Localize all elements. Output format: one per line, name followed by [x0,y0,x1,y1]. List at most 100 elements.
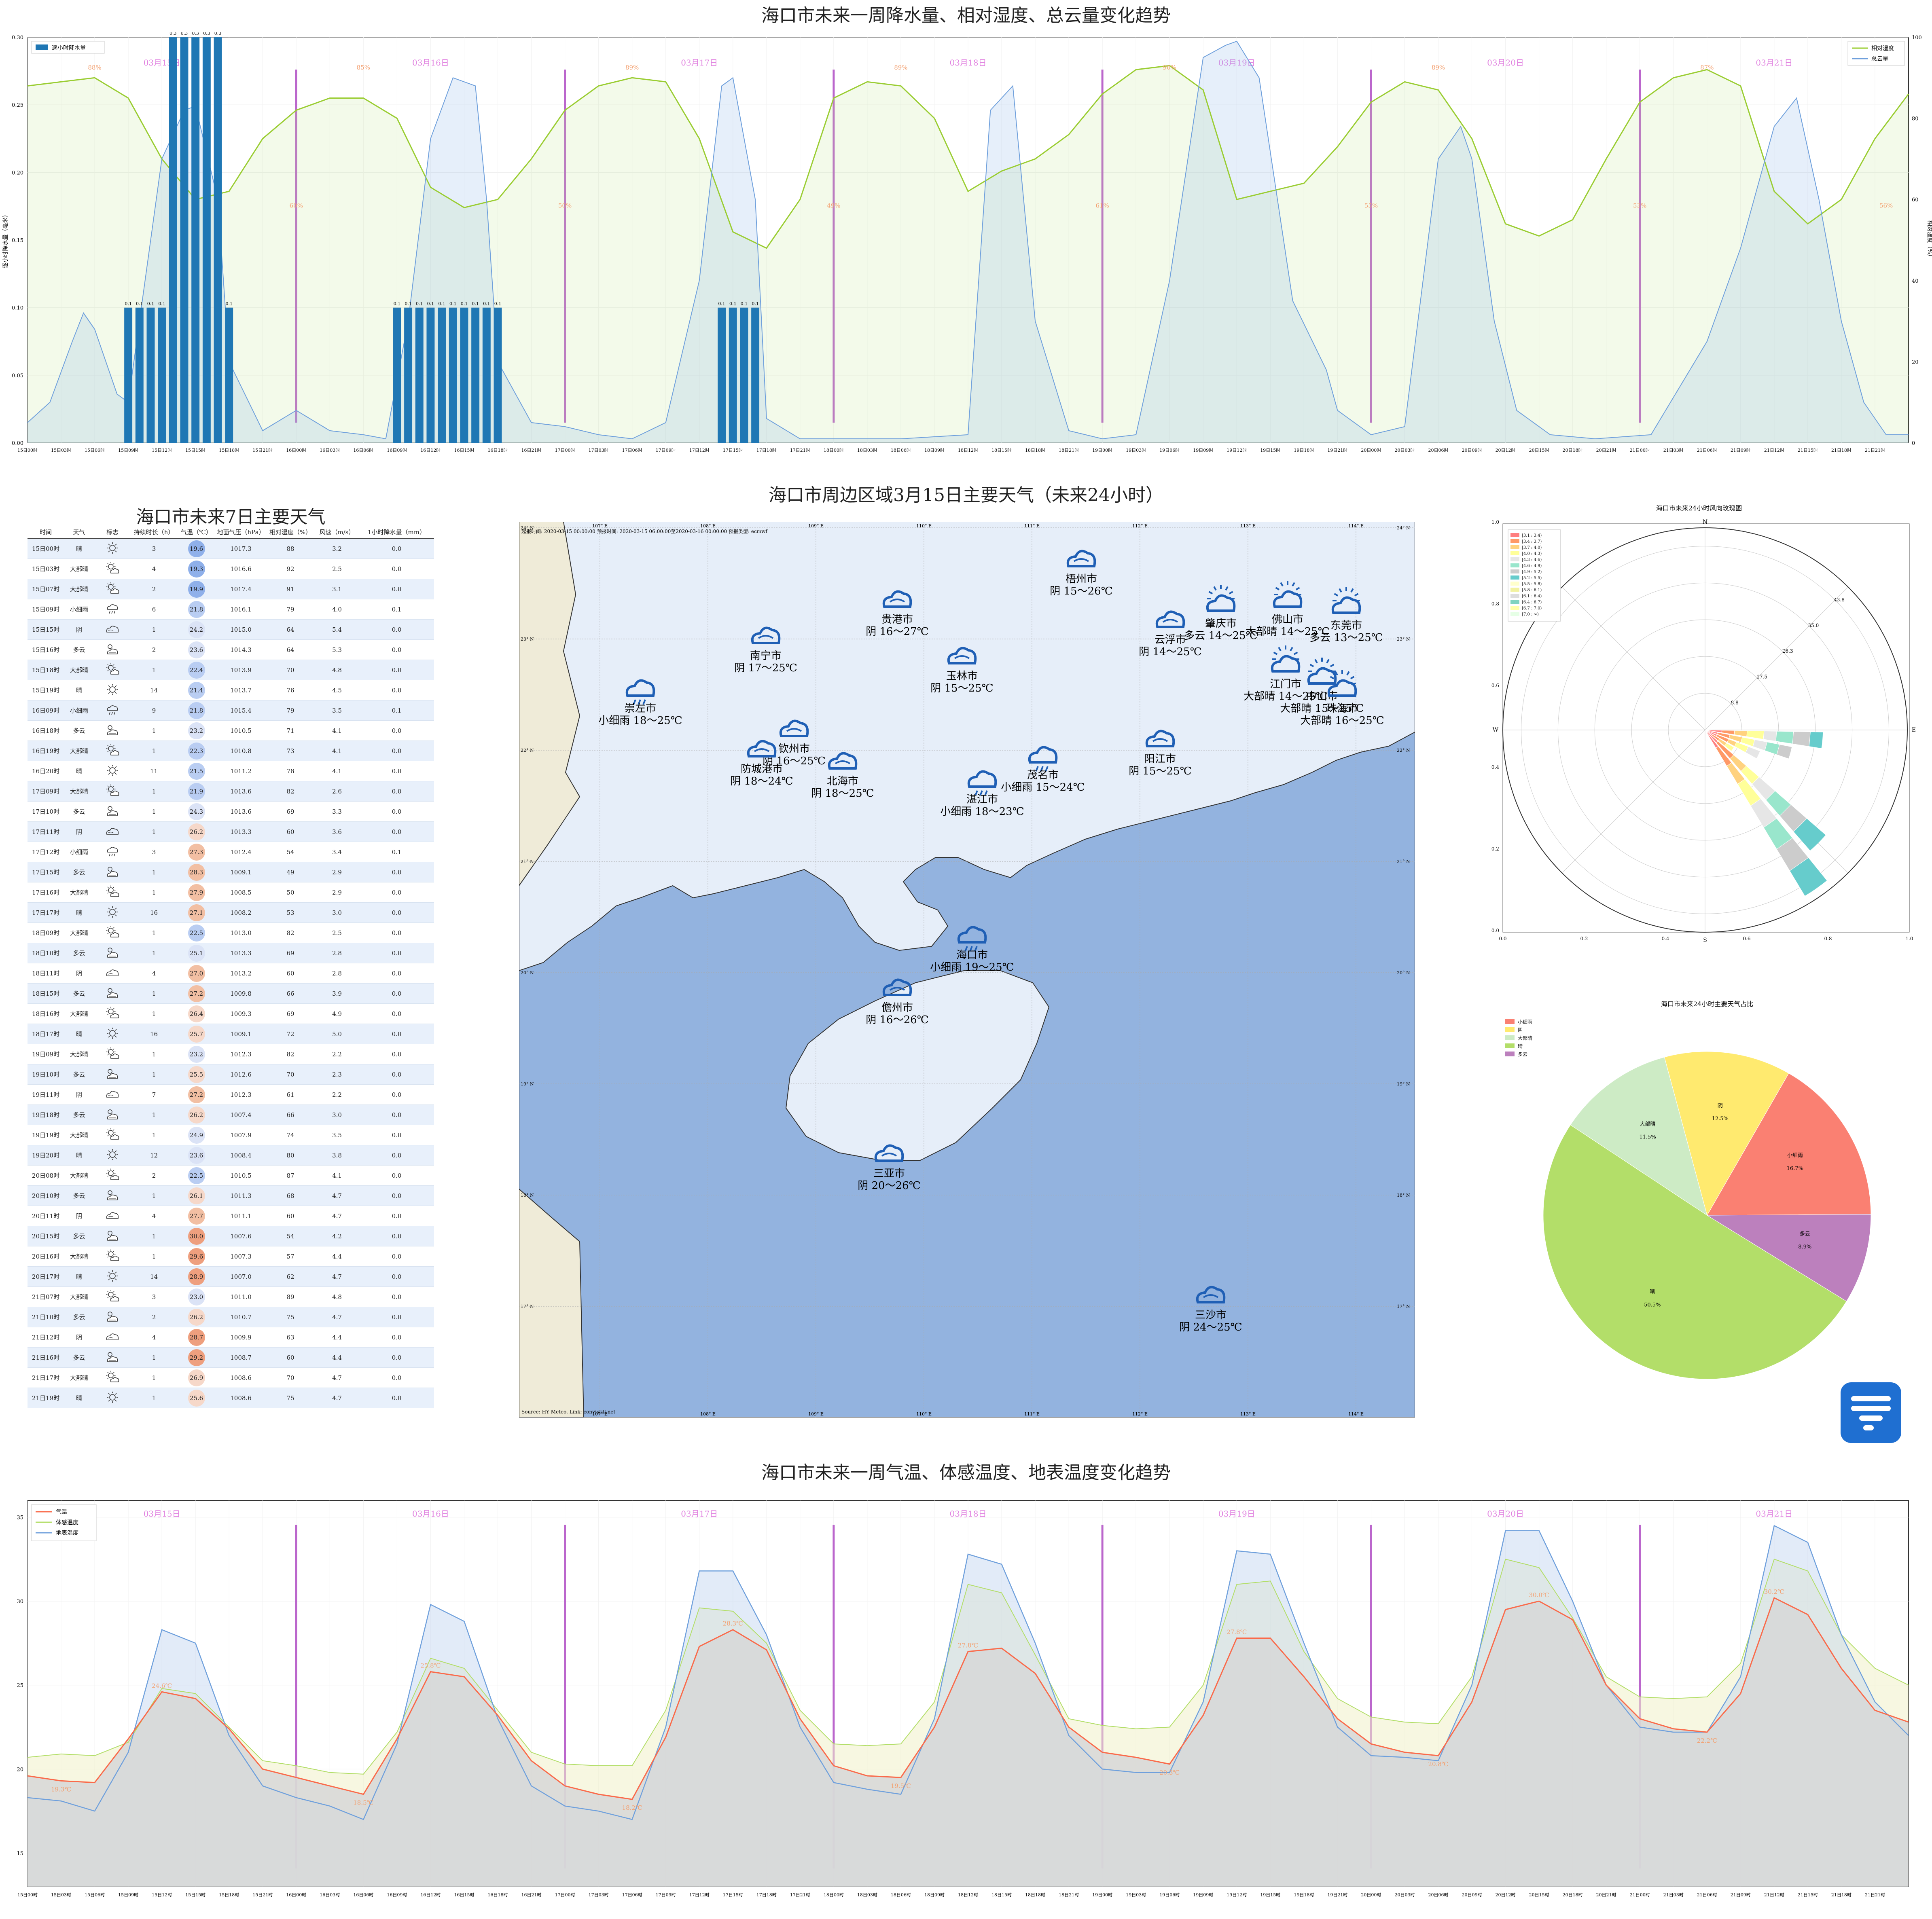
table-cell: 3.8 [315,1145,359,1166]
table-cell: 1013.7 [216,680,266,700]
table-cell: 1009.3 [216,1003,266,1024]
rose-legend-label: [3.7 : 4.0) [1522,546,1542,550]
rain-drop [1035,766,1039,772]
temperature-badge: 26.2 [188,823,205,840]
rose-spoke [1705,587,1848,730]
rose-legend-swatch [1510,539,1519,543]
cloud-icon [751,626,781,644]
table-cell: 0.1 [359,842,434,862]
precip-bar [169,37,177,443]
table-row: 15日09时 小细雨 6 21.8 1016.1 79 4.0 0.1 [28,599,434,620]
precip-bar-label: 0.1 [472,301,479,307]
partly-cloudy-icon [107,1068,118,1079]
table-cell: 0.0 [359,1226,434,1246]
table-cell: 27.3 [177,842,216,862]
sun-cloud-icon [106,926,119,937]
table-header-row: 时间 天气 标志 持续时长（h） 气温（℃） 地面气压（hPa） 相对湿度（%） 风速（m/s… [28,526,434,539]
table-cell: 18日11时 [28,963,64,984]
cloud-arc [889,599,905,603]
y-tick-left: 0.10 [12,305,23,311]
table-row: 21日19时晴 1 25.6 1008.6 75 4.7 0.0 [28,1388,434,1408]
temp-label: 19.5℃ [891,1782,911,1790]
lon-tick: 111° E [1024,1411,1040,1417]
city-name: 贵港市 [881,614,913,626]
lon-tick: 110° E [916,1411,932,1417]
temp-label: 20.3℃ [1159,1769,1180,1776]
temp-label: 30.0℃ [1529,1591,1549,1599]
x-tick-label: 19日18时 [1294,1892,1314,1898]
table-cell: 1009.8 [216,983,266,1004]
table-cell: 2 [131,639,177,660]
table-row: 19日18时 多云 1 26.2 1007.4 66 3.0 0.0 [28,1104,434,1125]
temperature-badge: 25.6 [188,1389,205,1407]
app-logo-icon[interactable] [1841,1382,1901,1443]
rain-drop [1045,766,1049,772]
x-tick-label: 18日21时 [1059,448,1079,453]
table-cell: 4.4 [315,1327,359,1348]
table-cell: 晴 [64,538,94,559]
rose-sector [1734,730,1748,737]
rain-drop [984,790,988,796]
table-cell: 61 [266,1084,315,1105]
table-header-cell: 相对湿度（%） [266,526,315,539]
y-tick-right: 40 [1912,278,1919,284]
x-tick-label: 18日03时 [857,448,877,453]
table-cell: 1008.2 [216,902,266,923]
table-cell: 4.5 [315,680,359,700]
table-cell: 16日18时 [28,720,64,741]
table-cell: 75 [266,1307,315,1327]
rose-legend-label: [6.7 : 7.0) [1522,606,1542,611]
table-cell: 24.9 [177,1125,216,1145]
pie-legend-swatch [1505,1035,1515,1040]
table-cell: 4.2 [315,1226,359,1246]
table-cell: 1011.1 [216,1206,266,1226]
table-cell: 0.0 [359,1206,434,1226]
x-tick-label: 15日00时 [17,448,38,453]
table-cell: 28.3 [177,862,216,882]
table-cell [94,1003,131,1024]
x-tick-label: 21日09时 [1731,1892,1751,1898]
rain-drop [964,946,968,952]
pie-legend-swatch [1505,1019,1515,1024]
rose-y-tick: 1.0 [1491,519,1499,525]
x-tick-label: 17日12时 [689,1892,710,1898]
x-tick-label: 15日03时 [51,1892,71,1898]
table-cell: 2.9 [315,862,359,882]
table-cell: 0.0 [359,1388,434,1408]
table-cell: 19.3 [177,559,216,579]
sun-ray [1346,671,1350,676]
table-cell: 0.0 [359,1165,434,1186]
temperature-badge: 24.9 [188,1126,205,1144]
table-cell: 0.1 [359,700,434,721]
lat-tick: 24° N [1397,525,1410,531]
cloud-arc [1203,1294,1219,1298]
table-cell: 20日08时 [28,1165,64,1186]
table-cell: 1010.7 [216,1307,266,1327]
table-row: 18日09时 大部晴 1 22.5 1013.0 82 2.5 0.0 [28,922,434,943]
x-tick-label: 15日09时 [118,1892,138,1898]
lat-tick: 21° N [1397,859,1410,864]
rose-direction-label: N [1703,519,1707,525]
rose-legend-swatch [1510,588,1519,592]
temperature-badge: 28.7 [188,1329,205,1346]
table-row: 18日15时 多云 1 27.2 1009.8 66 3.9 0.0 [28,983,434,1004]
legend-label: 地表温度 [56,1530,78,1536]
table-cell: 22.4 [177,660,216,680]
table-cell: 1008.6 [216,1388,266,1408]
city-name: 北海市 [827,775,858,787]
table-cell: 2 [131,1165,177,1186]
table-cell: 1008.5 [216,882,266,903]
rose-sector [1789,857,1828,897]
table-cell: 17日11时 [28,821,64,842]
table-cell: 1016.6 [216,559,266,579]
sun-ray [1225,586,1229,591]
precip-bar [449,307,457,443]
table-cell: 24.3 [177,801,216,822]
table-cell: 21日07时 [28,1286,64,1307]
overcast-icon [106,1212,119,1219]
x-tick-label: 15日21时 [252,1892,273,1898]
table-cell: 21日12时 [28,1327,64,1348]
table-cell: 21日19时 [28,1388,64,1408]
